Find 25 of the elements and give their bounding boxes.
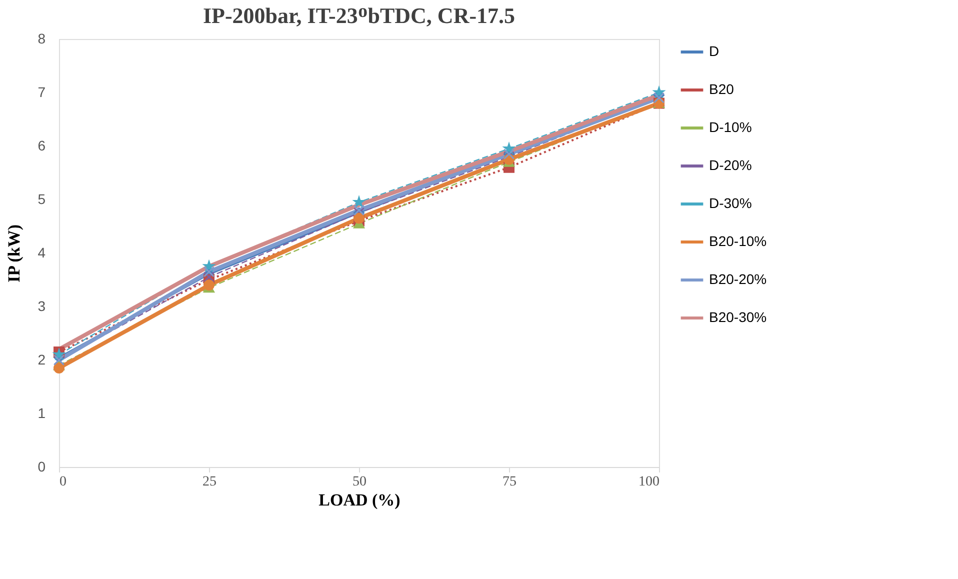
legend-label: D-30% [709,195,752,211]
x-tick-label: 25 [202,474,216,490]
x-axis-title: LOAD (%) [318,490,400,510]
y-tick-label: 0 [38,458,46,474]
legend-label: B20-30% [709,309,767,325]
legend-label: B20-10% [709,233,767,249]
y-tick-label: 7 [38,84,46,100]
y-tick-label: 3 [38,298,46,314]
legend-label: D-20% [709,157,752,173]
y-tick-label: 6 [38,138,46,154]
chart-title: IP-200bar, IT-23ᴼbTDC, CR-17.5 [202,3,516,28]
y-axis-title: IP (kW) [4,224,24,283]
x-tick-label: 75 [502,474,516,490]
y-tick-label: 8 [38,30,46,46]
legend-label: D-10% [709,119,752,135]
legend-label: B20-20% [709,271,767,287]
y-tick-label: 1 [38,405,46,421]
x-tick-label: 50 [352,474,366,490]
y-tick-label: 2 [38,352,46,368]
legend-label: B20 [709,81,734,97]
legend-label: D [709,43,720,59]
x-tick-label: 100 [638,474,660,490]
y-tick-label: 4 [38,244,46,260]
y-tick-label: 5 [38,191,46,207]
x-tick-label: 0 [60,474,66,490]
